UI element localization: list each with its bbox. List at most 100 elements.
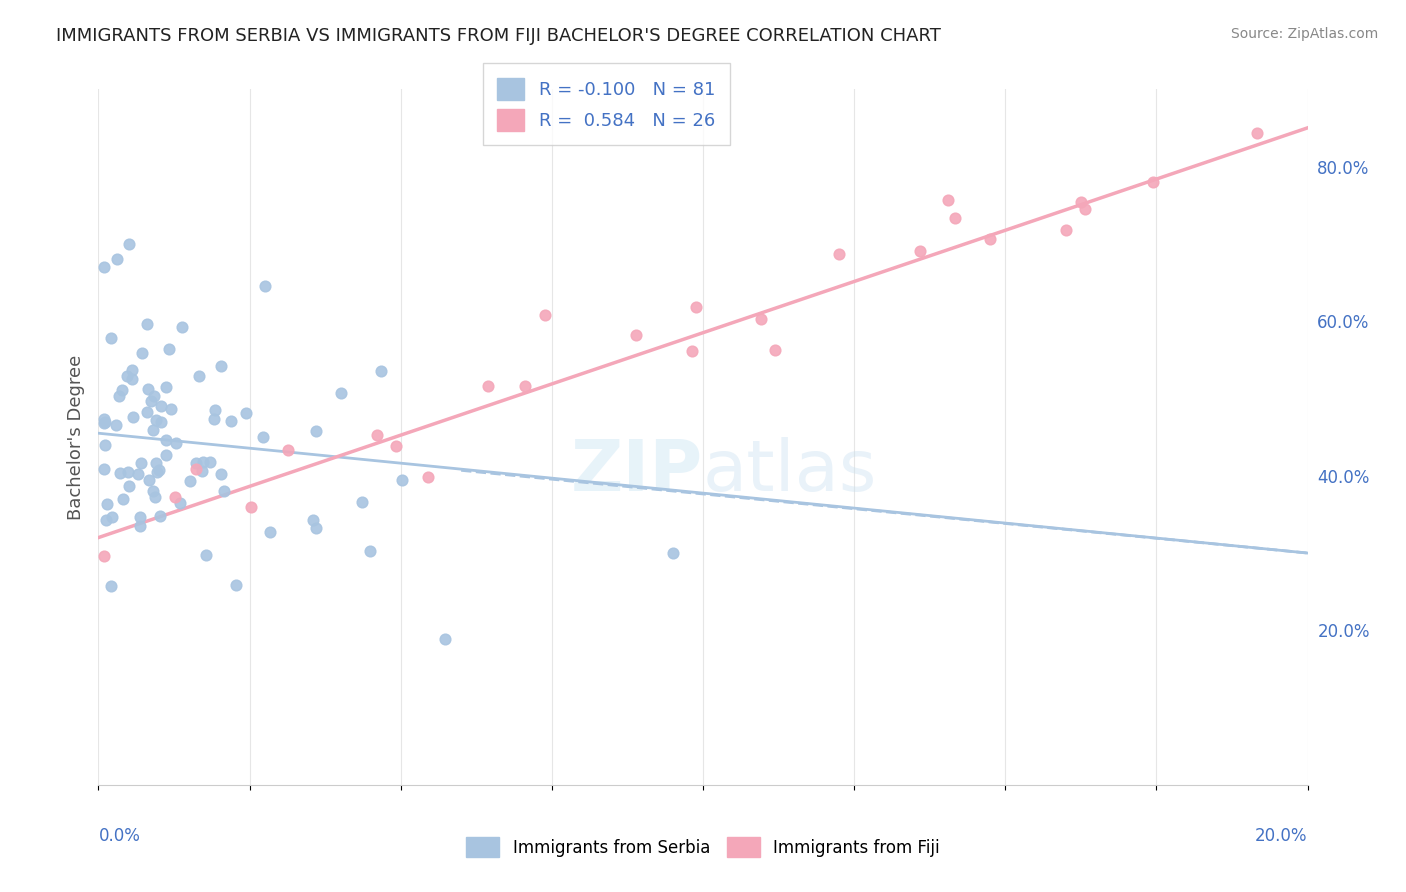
- Point: [204, 403, 226, 417]
- Point: [138, 473, 160, 487]
- Point: [100, 579, 122, 593]
- Point: [170, 320, 193, 334]
- Point: [254, 279, 277, 293]
- Point: [418, 470, 440, 484]
- Point: [943, 211, 966, 225]
- Point: [121, 363, 143, 377]
- Legend: R = -0.100   N = 81, R =  0.584   N = 26: R = -0.100 N = 81, R = 0.584 N = 26: [482, 63, 730, 145]
- Point: [1246, 126, 1268, 140]
- Point: [184, 462, 207, 476]
- Point: [936, 193, 959, 207]
- Point: [111, 384, 134, 398]
- Point: [93, 549, 115, 564]
- Point: [143, 389, 166, 403]
- Point: [105, 252, 128, 267]
- Point: [155, 380, 177, 394]
- Text: IMMIGRANTS FROM SERBIA VS IMMIGRANTS FROM FIJI BACHELOR'S DEGREE CORRELATION CHA: IMMIGRANTS FROM SERBIA VS IMMIGRANTS FRO…: [56, 27, 941, 45]
- Point: [1054, 223, 1077, 237]
- Y-axis label: Bachelor's Degree: Bachelor's Degree: [66, 354, 84, 520]
- Point: [139, 393, 162, 408]
- Point: [305, 424, 328, 438]
- Text: Source: ZipAtlas.com: Source: ZipAtlas.com: [1230, 27, 1378, 41]
- Point: [108, 467, 131, 481]
- Point: [219, 414, 242, 428]
- Point: [100, 330, 122, 344]
- Point: [145, 412, 167, 426]
- Point: [384, 438, 406, 452]
- Point: [157, 343, 180, 357]
- Point: [108, 389, 131, 403]
- Point: [131, 345, 153, 359]
- Point: [129, 519, 152, 533]
- Point: [93, 462, 115, 476]
- Point: [202, 412, 225, 426]
- Point: [534, 308, 557, 322]
- Point: [121, 372, 143, 386]
- Point: [179, 475, 201, 489]
- Point: [191, 455, 214, 469]
- Point: [200, 455, 222, 469]
- Point: [513, 378, 536, 392]
- Point: [195, 548, 218, 562]
- Point: [359, 543, 381, 558]
- Point: [661, 546, 683, 560]
- Point: [155, 433, 177, 447]
- Point: [910, 244, 932, 258]
- Point: [165, 435, 187, 450]
- Point: [685, 300, 707, 314]
- Point: [330, 386, 353, 401]
- Point: [1074, 202, 1097, 216]
- Point: [94, 512, 117, 526]
- Point: [350, 495, 373, 509]
- Text: 20.0%: 20.0%: [1256, 827, 1308, 845]
- Point: [209, 359, 232, 373]
- Point: [184, 456, 207, 470]
- Point: [209, 467, 232, 482]
- Point: [214, 484, 236, 499]
- Point: [477, 379, 499, 393]
- Point: [150, 415, 173, 429]
- Point: [143, 490, 166, 504]
- Point: [111, 491, 134, 506]
- Point: [259, 525, 281, 540]
- Text: ZIP: ZIP: [571, 437, 703, 507]
- Text: 0.0%: 0.0%: [98, 827, 141, 845]
- Point: [96, 497, 118, 511]
- Point: [117, 465, 139, 479]
- Point: [235, 406, 257, 420]
- Point: [142, 423, 165, 437]
- Point: [93, 412, 115, 426]
- Point: [135, 405, 157, 419]
- Point: [1070, 194, 1092, 209]
- Point: [749, 311, 772, 326]
- Point: [1142, 175, 1164, 189]
- Point: [121, 410, 143, 425]
- Point: [93, 260, 115, 274]
- Point: [979, 232, 1001, 246]
- Point: [100, 509, 122, 524]
- Point: [433, 632, 456, 646]
- Point: [681, 343, 703, 358]
- Point: [145, 456, 167, 470]
- Point: [169, 496, 191, 510]
- Point: [129, 456, 152, 470]
- Point: [146, 465, 169, 479]
- Point: [105, 418, 128, 433]
- Point: [94, 415, 117, 429]
- Point: [118, 236, 141, 251]
- Point: [302, 513, 325, 527]
- Point: [163, 490, 186, 504]
- Point: [370, 364, 392, 378]
- Point: [136, 317, 159, 331]
- Point: [305, 521, 328, 535]
- Point: [150, 399, 173, 413]
- Point: [624, 327, 647, 342]
- Text: atlas: atlas: [703, 437, 877, 507]
- Point: [115, 368, 138, 383]
- Point: [239, 500, 262, 515]
- Point: [366, 428, 388, 442]
- Point: [93, 416, 115, 430]
- Point: [93, 438, 115, 452]
- Point: [142, 483, 165, 498]
- Point: [187, 368, 209, 383]
